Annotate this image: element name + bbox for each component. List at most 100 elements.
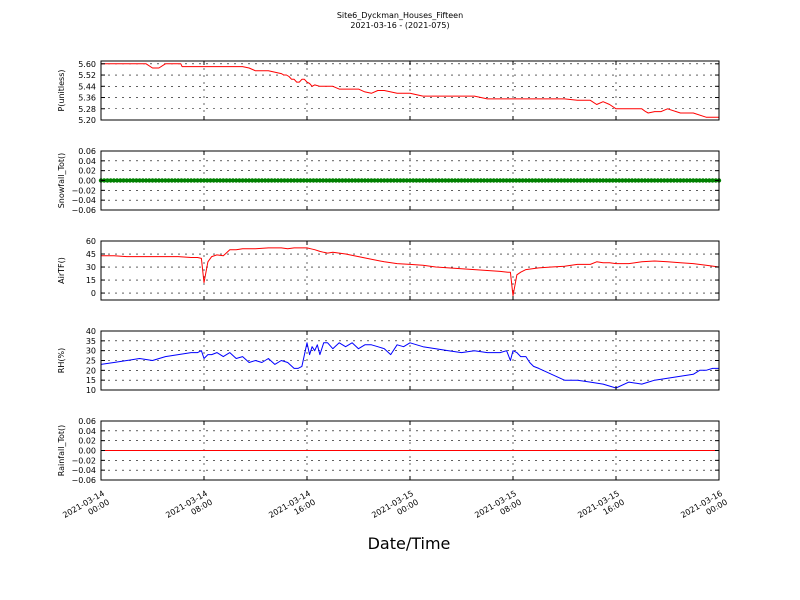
data-point — [649, 178, 654, 183]
data-point — [336, 178, 342, 183]
data-point — [118, 178, 123, 183]
data-point — [192, 178, 197, 183]
panel-pressure: 5.20 5.28 5.36 5.44 5.52 5.60 P(unitless) — [57, 60, 720, 125]
data-point — [655, 178, 661, 183]
y-tick-label: −0.02 — [71, 186, 96, 195]
data-point — [275, 178, 281, 183]
data-point — [607, 178, 612, 183]
data-point — [266, 178, 271, 183]
y-axis-label-rainfall: Rainfall_Tot() — [57, 425, 66, 477]
y-tick-label: 20 — [86, 366, 96, 375]
data-point — [172, 178, 178, 183]
y-tick-label: −0.04 — [71, 196, 96, 205]
data-point — [600, 178, 606, 183]
y-tick-label: 35 — [86, 337, 96, 346]
data-point — [436, 178, 442, 183]
data-point — [356, 178, 361, 183]
data-point — [285, 178, 290, 183]
panel-snowfall: −0.06−0.04−0.020.000.020.040.06 Snowfall_… — [57, 147, 722, 215]
data-point — [237, 178, 242, 183]
y-tick-label: 45 — [86, 250, 96, 259]
y-tick-label: 10 — [86, 386, 96, 395]
data-point — [691, 178, 696, 183]
data-point — [430, 178, 435, 183]
data-point — [111, 178, 117, 183]
data-point — [330, 178, 335, 183]
x-axis-label: Date/Time — [367, 534, 451, 553]
data-point — [127, 178, 133, 183]
y-tick-label: −0.02 — [71, 456, 96, 465]
data-point — [571, 178, 577, 183]
data-point — [182, 178, 187, 183]
data-point — [369, 178, 374, 183]
data-point — [520, 178, 525, 183]
data-point — [308, 178, 313, 183]
data-point — [349, 178, 355, 183]
data-point — [343, 178, 348, 183]
data-point — [124, 178, 129, 183]
data-point — [507, 178, 512, 183]
data-point — [253, 178, 258, 183]
series-line-rh — [100, 342, 719, 389]
data-point — [703, 178, 709, 183]
data-point — [375, 178, 381, 183]
data-point — [488, 178, 493, 183]
data-point — [140, 178, 146, 183]
data-point — [407, 178, 413, 183]
data-point — [485, 178, 490, 183]
data-point — [427, 178, 432, 183]
data-point — [346, 178, 352, 183]
data-point — [552, 178, 558, 183]
data-point — [443, 178, 448, 183]
data-point — [256, 178, 261, 183]
data-point — [353, 178, 358, 183]
y-tick-label: 5.20 — [78, 116, 96, 125]
y-tick-label: 0.02 — [78, 167, 96, 176]
data-point — [700, 178, 706, 183]
data-point — [291, 178, 297, 183]
y-tick-label: 30 — [86, 263, 96, 272]
data-point — [201, 178, 207, 183]
data-point — [262, 178, 268, 183]
data-point — [398, 178, 403, 183]
data-point — [617, 178, 622, 183]
data-point — [710, 178, 715, 183]
data-point — [526, 178, 532, 183]
y-tick-label: 0.02 — [78, 437, 96, 446]
data-point — [681, 178, 686, 183]
y-tick-label: 0.06 — [78, 417, 96, 426]
data-point — [517, 178, 522, 183]
data-point — [684, 178, 690, 183]
data-point — [678, 178, 683, 183]
data-point — [588, 178, 593, 183]
data-point — [501, 178, 506, 183]
y-axis-label-pressure: P(unitless) — [57, 69, 66, 111]
data-point — [494, 178, 500, 183]
data-point — [224, 178, 229, 183]
data-point — [559, 178, 564, 183]
data-point — [205, 178, 210, 183]
data-point — [179, 178, 184, 183]
y-tick-label: 25 — [86, 357, 96, 366]
data-point — [668, 178, 673, 183]
data-point — [565, 178, 570, 183]
data-point — [217, 178, 223, 183]
y-tick-label: 0.06 — [78, 147, 96, 156]
chart-subtitle: 2021-03-16 - (2021-075) — [350, 21, 450, 30]
data-point — [411, 178, 416, 183]
data-point — [423, 178, 429, 183]
data-point — [233, 178, 239, 183]
data-point — [166, 178, 171, 183]
data-point — [185, 178, 191, 183]
data-point — [623, 178, 628, 183]
y-axis-label-airtf: AirTF() — [57, 257, 66, 284]
data-point — [365, 178, 371, 183]
data-point — [539, 178, 545, 183]
data-point — [108, 178, 113, 183]
data-point — [642, 178, 648, 183]
